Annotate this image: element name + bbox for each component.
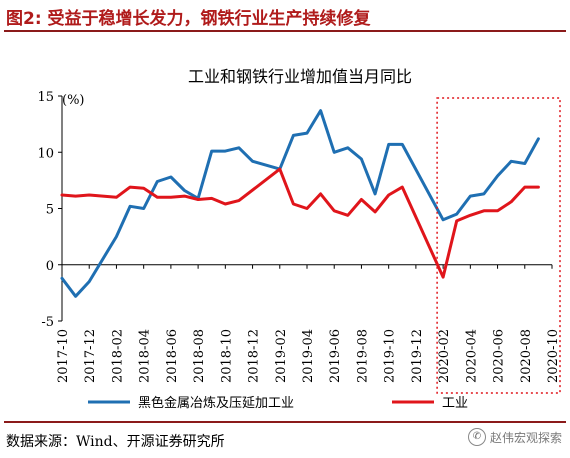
y-tick-label: 5	[46, 203, 54, 218]
x-tick-label: 2020-06	[492, 329, 507, 383]
x-tick-label: 2019-06	[328, 329, 343, 383]
x-tick-label: 2018-02	[110, 329, 125, 383]
wechat-icon: ✆	[467, 428, 486, 446]
legend-label: 工业	[442, 396, 468, 411]
x-tick-label: 2019-08	[355, 329, 370, 383]
watermark: ✆ 赵伟宏观探索	[467, 428, 562, 446]
legend-label: 黑色金属冶炼及压延加工业	[138, 395, 294, 411]
series-line-steel	[60, 109, 540, 298]
x-tick-label: 2017-12	[83, 329, 98, 383]
x-tick-label: 2020-08	[519, 329, 534, 383]
x-tick-label: 2017-10	[56, 329, 71, 383]
y-unit-label: (%)	[62, 93, 85, 108]
watermark-text: 赵伟宏观探索	[489, 430, 562, 445]
x-tick-label: 2019-10	[383, 329, 398, 383]
x-tick-label: 2020-10	[546, 329, 561, 383]
chart-title: 工业和钢铁行业增加值当月同比	[188, 67, 412, 86]
y-tick-label: 15	[37, 90, 54, 105]
x-tick-label: 2019-02	[274, 329, 289, 383]
x-tick-label: 2019-04	[301, 329, 316, 383]
x-tick-label: 2018-10	[219, 329, 234, 383]
footer-divider	[4, 421, 566, 423]
line-chart: 工业和钢铁行业增加值当月同比 (%) -5 0 5 10 15 2017-10 2017-…	[37, 67, 561, 411]
highlight-box	[436, 97, 561, 394]
y-tick-label: 0	[46, 259, 54, 274]
x-tick-label: 2018-06	[165, 329, 180, 383]
figure-title: 图2: 受益于稳增长发力，钢铁行业生产持续修复	[6, 9, 371, 29]
y-tick-label: 10	[37, 146, 54, 161]
series-line-industry	[60, 167, 540, 279]
y-tick-label: -5	[41, 315, 54, 330]
x-tick-label: 2018-12	[247, 329, 262, 383]
x-tick-label: 2020-04	[464, 329, 479, 383]
source-note: 数据来源：Wind、开源证券研究所	[6, 434, 225, 450]
title-divider	[4, 30, 566, 32]
x-tick-label: 2018-04	[138, 329, 153, 383]
x-tick-label: 2020-02	[437, 329, 452, 383]
x-tick-label: 2018-08	[192, 329, 207, 383]
x-tick-label: 2019-12	[410, 329, 425, 383]
